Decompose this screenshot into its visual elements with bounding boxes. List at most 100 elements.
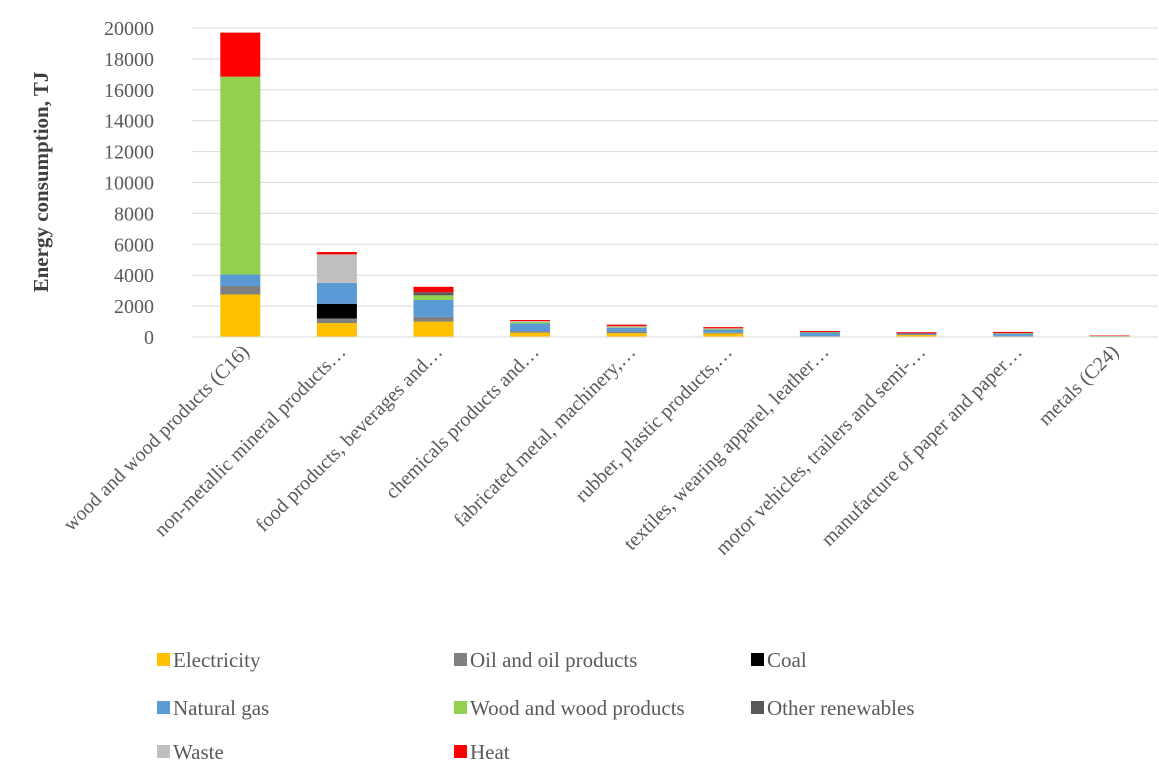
x-tick-label: textiles, wearing apparel, leather… (620, 341, 834, 555)
bar-segment (993, 333, 1034, 336)
y-tick-label: 16000 (104, 80, 154, 102)
bar-segment (510, 331, 551, 333)
bar-segment (896, 333, 937, 335)
bar-segment (799, 330, 840, 333)
bar-segment (510, 320, 551, 322)
legend-label: Heat (470, 740, 510, 764)
y-axis-label: Energy consumption, TJ (29, 72, 53, 293)
legend-item: Heat (454, 740, 510, 764)
bar-segment (993, 333, 1034, 334)
bar-segment (703, 332, 744, 334)
legend-item: Other renewables (751, 696, 915, 720)
legend-swatch (751, 653, 764, 666)
bars (220, 32, 1130, 337)
bar-segment (510, 321, 551, 324)
y-tick-label: 2000 (114, 296, 154, 318)
bar-segment (606, 326, 647, 327)
bar-segment (316, 318, 357, 324)
bar-segment (413, 286, 454, 293)
x-axis-ticks: wood and wood products (C16)non-metallic… (59, 341, 1123, 560)
x-tick-label: metals (C24) (1034, 341, 1123, 430)
legend-label: Natural gas (173, 696, 269, 720)
x-tick-label: chemicals products and… (381, 341, 543, 503)
x-tick-label: rubber, plastic products,… (571, 341, 737, 507)
bar-segment (703, 333, 744, 337)
bar-segment (703, 329, 744, 333)
legend-swatch (454, 745, 467, 758)
y-tick-label: 18000 (104, 49, 154, 71)
legend-label: Wood and wood products (470, 696, 685, 720)
y-axis-ticks: 0 2000 4000 6000 8000 10000 12000 14000 16000 180… (104, 18, 154, 349)
legend-item: Coal (751, 648, 807, 672)
x-tick-label: motor vehicles, trailers and semi-… (711, 341, 930, 560)
bar-segment (1089, 335, 1130, 337)
bar-segment (606, 331, 647, 334)
y-tick-label: 8000 (114, 203, 154, 225)
bar-segment (606, 326, 647, 328)
bar-segment (220, 32, 261, 77)
bar-segment (896, 334, 937, 337)
bar-segment (413, 299, 454, 317)
bar-segment (703, 328, 744, 329)
bar-segment (220, 274, 261, 287)
bar-segment (799, 332, 840, 337)
legend-swatch (454, 653, 467, 666)
legend-label: Coal (767, 648, 807, 672)
bar-segment (799, 332, 840, 333)
legend-swatch (157, 745, 170, 758)
legend-swatch (157, 701, 170, 714)
x-tick-label: wood and wood products (C16) (59, 341, 254, 536)
legend-label: Other renewables (767, 696, 915, 720)
bar-segment (316, 323, 357, 337)
legend-swatch (751, 701, 764, 714)
x-tick-label: fabricated metal, machinery,… (450, 341, 641, 532)
bar-segment (703, 328, 744, 330)
bar-segment (316, 282, 357, 304)
bar-segment (896, 332, 937, 334)
legend-label: Electricity (173, 648, 261, 672)
bar-segment (413, 292, 454, 296)
bar-segment (799, 336, 840, 337)
legend-item: Natural gas (157, 696, 269, 720)
bar-segment (220, 286, 261, 295)
y-tick-label: 0 (144, 327, 154, 349)
legend-swatch (454, 701, 467, 714)
y-tick-label: 4000 (114, 265, 154, 287)
bar-segment (316, 252, 357, 255)
bar-segment (1089, 335, 1130, 336)
bar-segment (993, 331, 1034, 334)
bar-segment (316, 254, 357, 283)
bar-segment (606, 324, 647, 327)
bar-segment (703, 327, 744, 329)
bar-segment (413, 295, 454, 300)
bar-segment (510, 321, 551, 322)
bar-segment (220, 294, 261, 337)
bar-segment (896, 334, 937, 336)
legend: Electricity Oil and oil products Coal Natur… (157, 648, 915, 764)
y-tick-label: 20000 (104, 18, 154, 40)
bar-segment (413, 321, 454, 337)
legend-item: Waste (157, 740, 224, 764)
legend-item: Electricity (157, 648, 261, 672)
legend-item: Wood and wood products (454, 696, 685, 720)
bar-segment (510, 323, 551, 332)
x-tick-label: non-metallic mineral products… (150, 341, 350, 541)
legend-label: Waste (173, 740, 224, 764)
bar-segment (220, 76, 261, 275)
bar-segment (413, 316, 454, 322)
bar-segment (993, 335, 1034, 337)
y-tick-label: 6000 (114, 234, 154, 256)
y-tick-label: 12000 (104, 142, 154, 164)
x-tick-label: food products, beverages and… (252, 341, 447, 536)
y-tick-label: 14000 (104, 111, 154, 133)
x-tick-label: manufacture of paper and paper… (817, 341, 1027, 551)
legend-label: Oil and oil products (470, 648, 637, 672)
bar-segment (606, 327, 647, 332)
legend-swatch (157, 653, 170, 666)
bar-segment (316, 303, 357, 319)
bar-segment (510, 332, 551, 337)
legend-item: Oil and oil products (454, 648, 637, 672)
bar-segment (606, 333, 647, 337)
y-tick-label: 10000 (104, 173, 154, 195)
